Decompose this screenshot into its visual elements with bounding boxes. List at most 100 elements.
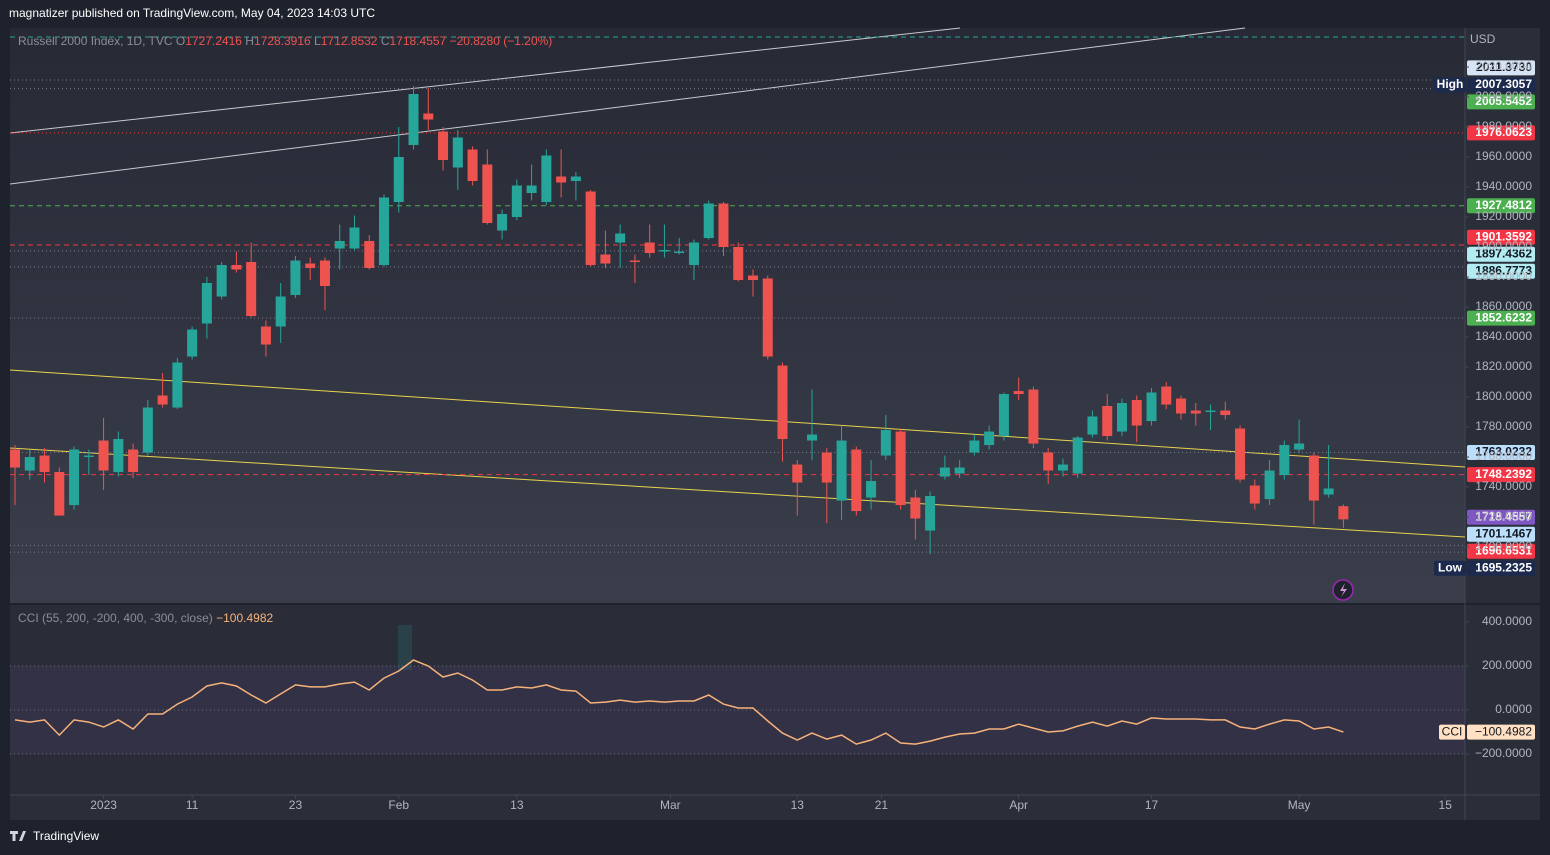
- y-tick-label: 0.0000: [1495, 702, 1532, 716]
- candle-body: [290, 260, 301, 296]
- price-tag: [1467, 543, 1535, 559]
- candle-body: [688, 242, 699, 266]
- footer-logo: TradingView: [33, 829, 99, 843]
- x-tick-label: 15: [1439, 798, 1453, 812]
- y-tick-label: 1800.0000: [1475, 389, 1532, 403]
- x-tick-label: 13: [791, 798, 805, 812]
- legend-value: 1727.2416: [185, 34, 242, 48]
- candle-body: [142, 407, 153, 453]
- axis-tags: −100.4982 CCI 2011.3730 2007.3057 High 2005.5…: [1434, 60, 1535, 740]
- header-text: magnatizer published on TradingView.com,…: [9, 6, 375, 20]
- candle-body: [482, 164, 493, 224]
- candle-body: [718, 203, 729, 248]
- y-tick-label: 200.0000: [1482, 658, 1532, 672]
- price-tag-label: 1701.1467: [1475, 526, 1532, 540]
- candle-body: [438, 131, 449, 161]
- candle-body: [83, 455, 94, 458]
- y-tick-label: 1960.0000: [1475, 149, 1532, 163]
- y-tick-label: 400.0000: [1482, 614, 1532, 628]
- candle-body: [24, 457, 35, 471]
- candle-body: [408, 94, 419, 146]
- extreme-tag-label: Low: [1438, 560, 1463, 574]
- cci-name-tag-label: CCI: [1442, 724, 1463, 738]
- candle-body: [172, 362, 183, 408]
- price-tag: [1467, 560, 1535, 576]
- candle-body: [260, 326, 271, 345]
- cci-value: −100.4982: [216, 611, 273, 625]
- y-tick-label: 1700.0000: [1475, 539, 1532, 553]
- candle-body: [526, 185, 537, 194]
- candle-body: [393, 157, 404, 203]
- candle-body: [1264, 470, 1275, 500]
- candle-body: [556, 176, 567, 183]
- price-pane: [10, 28, 1465, 603]
- y-tick-label: 1820.0000: [1475, 359, 1532, 373]
- legend-value: 1712.8532: [321, 34, 378, 48]
- legend-label: L: [314, 34, 321, 48]
- price-tag: [1467, 125, 1535, 141]
- candle-body: [807, 434, 818, 441]
- y-tick-label: 1780.0000: [1475, 419, 1532, 433]
- marks: [10, 79, 1465, 755]
- x-tick-label: 21: [875, 798, 889, 812]
- drawings: [9, 27, 1466, 670]
- candle-body: [866, 481, 877, 498]
- candle-body: [1028, 389, 1039, 444]
- y-tick-label: 1940.0000: [1475, 179, 1532, 193]
- price-tag-label: 1696.6531: [1475, 543, 1532, 557]
- x-tick-label: Feb: [388, 798, 409, 812]
- price-tag: [1467, 526, 1535, 542]
- trend-line: [9, 369, 1466, 468]
- candle-body: [1338, 506, 1349, 520]
- candle-body: [98, 440, 109, 471]
- candle-body: [467, 149, 478, 182]
- price-tag: [1467, 467, 1535, 483]
- candle-body: [644, 242, 655, 254]
- candle-body: [1072, 437, 1083, 474]
- candle-body: [1220, 410, 1231, 416]
- trend-line: [9, 27, 961, 134]
- candle-body: [1190, 410, 1201, 414]
- price-tag: [1467, 263, 1535, 279]
- legend-label: H: [245, 34, 254, 48]
- candle-body: [777, 365, 788, 440]
- price-tag-label: 1927.4812: [1475, 198, 1532, 212]
- candle-body: [570, 176, 581, 182]
- y-tick-label: 2000.0000: [1475, 89, 1532, 103]
- price-tag-label: 1748.2392: [1475, 467, 1532, 481]
- legend-label: C: [381, 34, 390, 48]
- candle-body: [216, 265, 227, 297]
- y-tick-label: 1720.0000: [1475, 509, 1532, 523]
- candle-body: [939, 467, 950, 477]
- cci-value-tag: [1467, 724, 1535, 740]
- candle-body: [821, 452, 832, 483]
- candle-body: [54, 472, 65, 516]
- price-tag: [1467, 77, 1535, 93]
- price-tag: [1467, 509, 1535, 525]
- candle-body: [762, 278, 773, 357]
- price-tag-label: 1852.6232: [1475, 310, 1532, 324]
- y-tick-label: 1920.0000: [1475, 209, 1532, 223]
- cci-name: CCI (55, 200, -200, 400, -300, close): [18, 611, 213, 625]
- x-tick-label: May: [1288, 798, 1311, 812]
- candle-body: [733, 247, 744, 281]
- legend-change: −20.8280 (−1.20%): [450, 34, 553, 48]
- extreme-tag-label: High: [1437, 77, 1464, 91]
- candle-body: [615, 233, 626, 243]
- candle-body: [600, 254, 611, 264]
- y-tick-label: 1980.0000: [1475, 119, 1532, 133]
- cci-name-tag: [1439, 724, 1465, 740]
- price-tag: [1467, 246, 1535, 262]
- y-tick-label: 1860.0000: [1475, 299, 1532, 313]
- candle-body: [984, 431, 995, 446]
- candle-body: [69, 449, 80, 506]
- candle-body: [541, 155, 552, 203]
- price-tag-label: 1901.3592: [1475, 229, 1532, 243]
- price-tag-label: 1763.0232: [1475, 445, 1532, 459]
- candle-body: [423, 113, 434, 120]
- legend-value: 1728.3916: [254, 34, 311, 48]
- y-tick-label: 1760.0000: [1475, 449, 1532, 463]
- candle-body: [629, 260, 640, 263]
- x-tick-label: Apr: [1009, 798, 1028, 812]
